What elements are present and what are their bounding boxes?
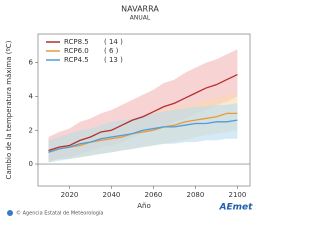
legend-count: ( 13 )	[104, 56, 123, 64]
x-tick-label: 2060	[145, 191, 163, 199]
series-line	[48, 119, 238, 153]
x-tick-label: 2020	[61, 191, 79, 199]
footer-credit: © Agencia Estatal de Meteorología	[16, 210, 103, 217]
footer-icon	[7, 210, 13, 216]
logo: AEmet	[219, 203, 254, 213]
chart-subtitle: ANUAL	[130, 15, 151, 22]
y-tick-label: 6	[29, 59, 34, 67]
y-tick-label: 2	[29, 126, 33, 134]
series-line	[48, 73, 238, 152]
series-line	[48, 112, 238, 153]
y-tick-label: 4	[29, 92, 34, 100]
plot-frame	[37, 33, 251, 187]
uncertainty-band	[48, 103, 238, 163]
x-axis-label: Año	[137, 202, 151, 210]
x-tick-label: 2080	[187, 191, 205, 199]
legend-label: RCP4.5	[64, 56, 89, 64]
chart: NAVARRA ANUAL Cambio de la temperatura m…	[5, 5, 254, 217]
legend-count: ( 14 )	[104, 38, 123, 46]
x-tick-label: 2040	[103, 191, 121, 199]
chart-title: NAVARRA	[121, 5, 159, 14]
legend-label: RCP6.0	[64, 47, 89, 55]
legend-count: ( 6 )	[104, 47, 119, 55]
legend-label: RCP8.5	[64, 38, 89, 46]
y-tick-label: 0	[29, 160, 33, 168]
x-tick-label: 2100	[228, 191, 246, 199]
y-axis-label: Cambio de la temperatura máxima (ºC)	[5, 40, 13, 179]
